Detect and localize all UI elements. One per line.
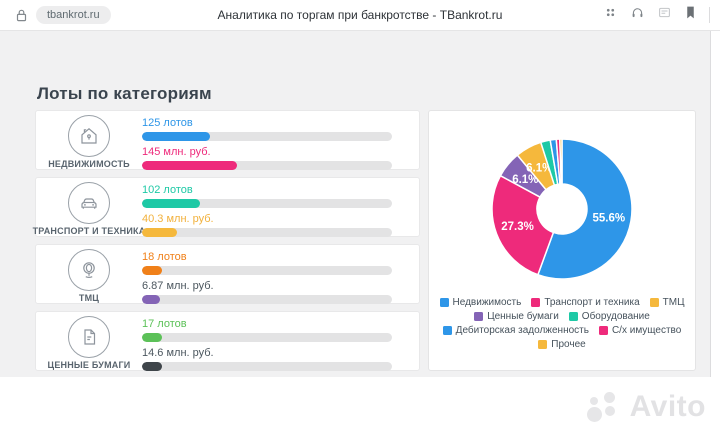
legend-label: Прочее xyxy=(551,339,586,350)
browser-topbar: tbankrot.ru Аналитика по торгам при банк… xyxy=(0,0,720,31)
lots-count: 17 лотов xyxy=(142,318,187,330)
category-card-real-estate: НЕДВИЖИМОСТЬ 125 лотов 145 млн. руб. xyxy=(35,110,420,170)
value-bar-fill xyxy=(142,228,177,237)
lots-bar-track xyxy=(142,266,392,275)
car-icon xyxy=(68,182,110,224)
collections-icon[interactable] xyxy=(657,5,672,25)
legend-swatch xyxy=(568,312,578,321)
house-icon xyxy=(68,115,110,157)
legend-item[interactable]: Дебиторская задолженность xyxy=(442,325,589,336)
category-card-tmc: ТМЦ 18 лотов 6.87 млн. руб. xyxy=(35,244,420,304)
lots-count: 18 лотов xyxy=(142,251,187,263)
legend-item[interactable]: С/х имущество xyxy=(598,325,682,336)
legend-label: ТМЦ xyxy=(662,297,685,308)
lots-bar-fill xyxy=(142,333,162,342)
category-label: ЦЕННЫЕ БУМАГИ xyxy=(47,360,131,370)
headphones-icon[interactable] xyxy=(630,5,645,25)
page-title: Аналитика по торгам при банкротстве - TB… xyxy=(217,8,503,22)
legend-label: Транспорт и техника xyxy=(544,297,640,308)
legend-swatch xyxy=(598,326,608,335)
value-bar-fill xyxy=(142,362,162,371)
category-label: ТРАНСПОРТ И ТЕХНИКА xyxy=(32,226,146,236)
legend-item[interactable]: Оборудование xyxy=(568,311,650,322)
donut-chart[interactable]: 55.6% 27.3% 6.1%6.1% xyxy=(429,111,695,291)
value-bar-track xyxy=(142,161,392,170)
pie-slice[interactable] xyxy=(491,174,555,276)
category-label: НЕДВИЖИМОСТЬ xyxy=(48,159,130,169)
legend-swatch xyxy=(531,298,541,307)
pie-slice-label: 27.3% xyxy=(501,221,534,233)
legend-swatch xyxy=(649,298,659,307)
legend-swatch xyxy=(538,340,548,349)
legend-swatch xyxy=(439,298,449,307)
lots-bar-fill xyxy=(142,199,200,208)
legend-item[interactable]: ТМЦ xyxy=(649,297,685,308)
legend-label: С/х имущество xyxy=(611,325,682,336)
avito-logo-icon xyxy=(586,390,623,423)
value-sum: 145 млн. руб. xyxy=(142,146,211,158)
pie-slice-label: 55.6% xyxy=(592,212,625,224)
chart-panel: 55.6% 27.3% 6.1% 6.1% Недвижимость Транспорт… xyxy=(428,110,696,371)
legend-label: Оборудование xyxy=(581,311,650,322)
lots-count: 125 лотов xyxy=(142,117,193,129)
goods-icon xyxy=(68,249,110,291)
section-heading: Лоты по категориям xyxy=(37,84,212,104)
topbar-divider xyxy=(709,7,710,23)
lots-bar-track xyxy=(142,132,392,141)
value-sum: 40.3 млн. руб. xyxy=(142,213,214,225)
legend-label: Ценные бумаги xyxy=(487,311,559,322)
bookmark-icon[interactable] xyxy=(684,5,697,25)
category-card-securities: ЦЕННЫЕ БУМАГИ 17 лотов 14.6 млн. руб. xyxy=(35,311,420,371)
legend-item[interactable]: Прочее xyxy=(538,339,586,350)
value-bar-track xyxy=(142,228,392,237)
legend-item[interactable]: Ценные бумаги xyxy=(474,311,559,322)
category-list: НЕДВИЖИМОСТЬ 125 лотов 145 млн. руб. xyxy=(32,110,420,378)
value-sum: 14.6 млн. руб. xyxy=(142,347,214,359)
lots-bar-fill xyxy=(142,266,162,275)
category-card-transport: ТРАНСПОРТ И ТЕХНИКА 102 лотов 40.3 млн. … xyxy=(32,177,420,237)
legend-label: Недвижимость xyxy=(452,297,522,308)
legend-label: Дебиторская задолженность xyxy=(455,325,589,336)
lots-bar-track xyxy=(142,199,392,208)
address-tab[interactable]: tbankrot.ru xyxy=(36,6,111,24)
pie-slice-label: 6.1% xyxy=(512,174,538,186)
pie-slice[interactable] xyxy=(536,138,633,280)
avito-text: Avito xyxy=(629,390,706,423)
pie-slice-label: 6.1% xyxy=(526,162,552,174)
lots-count: 102 лотов xyxy=(142,184,193,196)
apps-grid-icon[interactable] xyxy=(603,5,618,25)
value-bar-fill xyxy=(142,295,160,304)
legend-swatch xyxy=(442,326,452,335)
avito-watermark: Avito xyxy=(586,390,706,423)
lots-bar-fill xyxy=(142,132,210,141)
chart-legend: Недвижимость Транспорт и техника ТМЦ Ценные… xyxy=(434,297,690,350)
document-icon xyxy=(68,316,110,358)
legend-item[interactable]: Транспорт и техника xyxy=(531,297,640,308)
legend-swatch xyxy=(474,312,484,321)
value-sum: 6.87 млн. руб. xyxy=(142,280,214,292)
value-bar-fill xyxy=(142,161,237,170)
legend-item[interactable]: Недвижимость xyxy=(439,297,522,308)
lots-bar-track xyxy=(142,333,392,342)
value-bar-track xyxy=(142,362,392,371)
value-bar-track xyxy=(142,295,392,304)
pie-slice[interactable] xyxy=(559,138,563,185)
lock-icon xyxy=(16,9,27,22)
category-label: ТМЦ xyxy=(78,293,100,303)
